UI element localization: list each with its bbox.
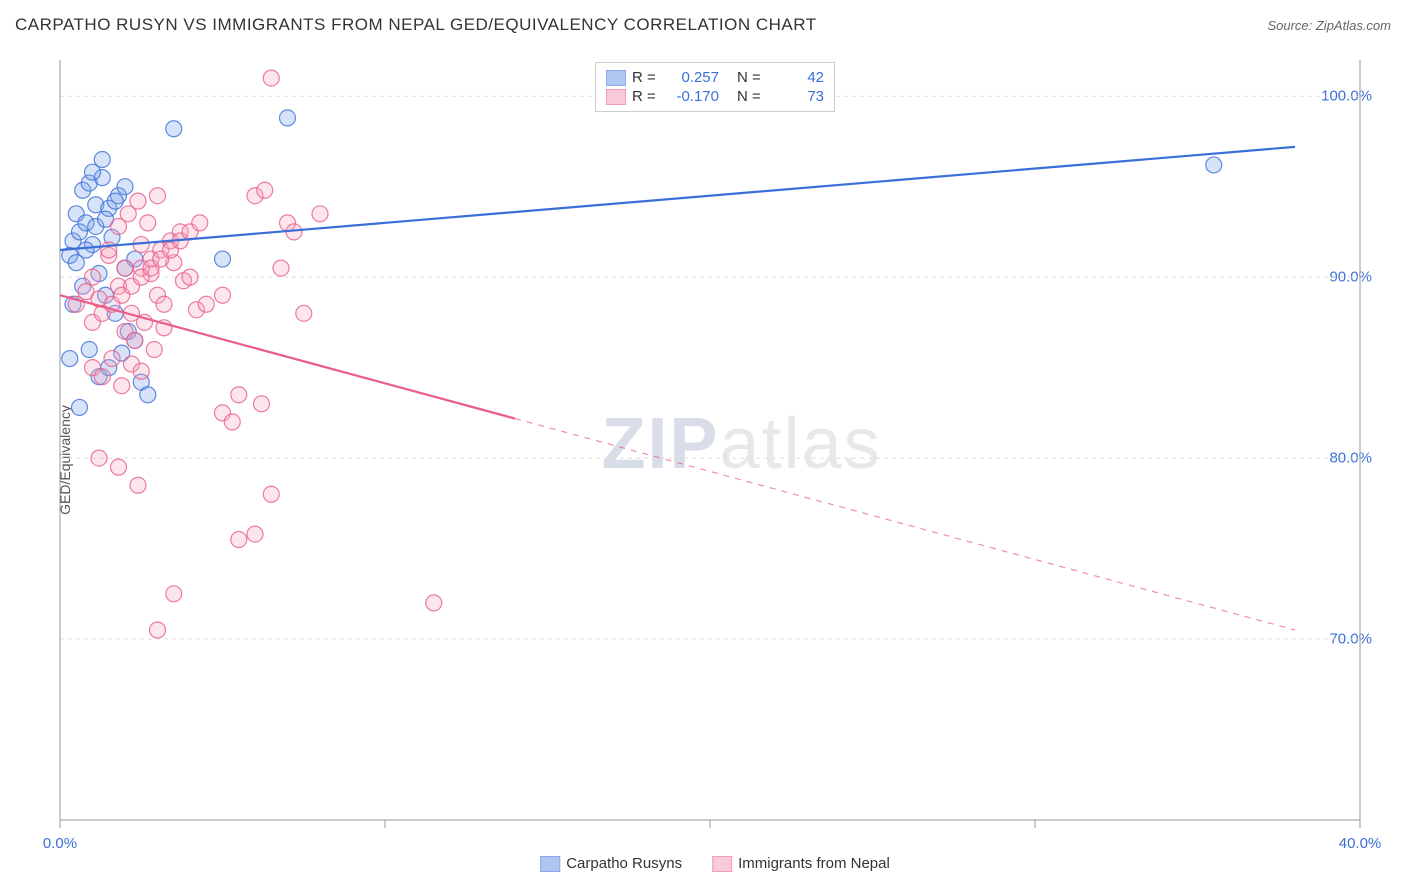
- source-prefix: Source:: [1267, 18, 1315, 33]
- chart-title: CARPATHO RUSYN VS IMMIGRANTS FROM NEPAL …: [15, 15, 817, 35]
- scatter-chart: [50, 50, 1380, 870]
- legend-swatch: [606, 89, 626, 105]
- legend-stat-row: R =-0.170N =73: [606, 88, 824, 105]
- source-attribution: Source: ZipAtlas.com: [1267, 18, 1391, 33]
- source-name: ZipAtlas.com: [1316, 18, 1391, 33]
- legend-stats: R =0.257N =42 R =-0.170N =73: [595, 62, 835, 112]
- header: CARPATHO RUSYN VS IMMIGRANTS FROM NEPAL …: [15, 10, 1391, 40]
- legend-stat-row: R =0.257N =42: [606, 69, 824, 86]
- chart-container: GED/Equivalency ZIPatlas R =0.257N =42R …: [50, 50, 1380, 870]
- legend-swatch: [606, 70, 626, 86]
